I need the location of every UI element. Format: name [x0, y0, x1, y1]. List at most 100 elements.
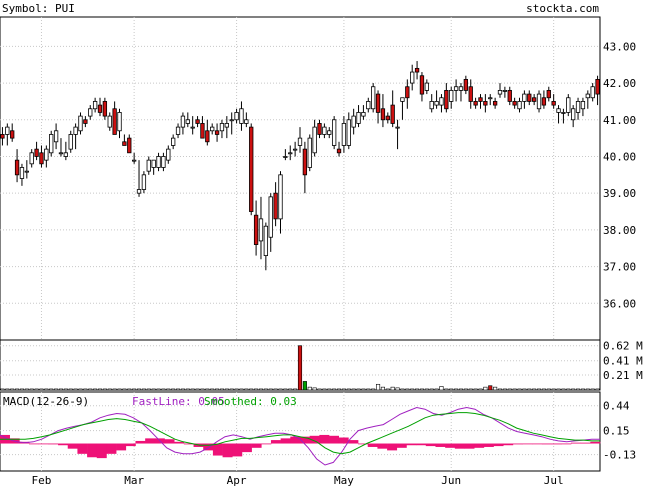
x-tick-label: Mar	[124, 474, 144, 486]
volume-bar	[171, 388, 176, 391]
price-y-ticks: 43.00 42.00 41.00 40.00 39.00 38.00 37.00 36.00	[603, 40, 636, 310]
volume-bar	[380, 386, 385, 391]
candle-body	[410, 71, 415, 84]
candle-body	[5, 126, 10, 135]
macd-histogram-bar	[212, 443, 223, 456]
candle-body	[253, 214, 259, 245]
macd-histogram-bar	[183, 443, 194, 445]
volume-bar	[122, 388, 127, 391]
volume-bar	[293, 388, 298, 391]
volume-bar	[375, 383, 381, 391]
candle-body	[322, 126, 327, 135]
macd-histogram-bar	[435, 443, 446, 447]
volume-bar	[410, 388, 415, 391]
macd-histogram-bar	[483, 443, 494, 447]
candle-body	[53, 130, 59, 143]
symbol-label: Symbol: PUI	[2, 2, 75, 15]
volume-bar	[488, 385, 493, 391]
macd-histogram-bar	[338, 437, 349, 444]
candle-body	[595, 78, 600, 95]
macd-histogram-bar	[222, 443, 233, 458]
candle-body	[400, 97, 405, 102]
macd-histogram-bar	[116, 443, 127, 451]
volume-bar	[39, 388, 44, 391]
candle-body	[419, 75, 425, 95]
volume-bar	[551, 388, 556, 391]
volume-bar	[346, 388, 351, 391]
candle-body	[195, 119, 200, 124]
volume-bar	[405, 388, 410, 391]
macd-histogram-bar	[290, 436, 301, 444]
candle-body	[522, 93, 527, 102]
candle-body	[107, 115, 112, 128]
macd-title: MACD(12-26-9)	[3, 395, 89, 408]
candle-body	[453, 86, 459, 91]
volume-bar	[536, 388, 542, 391]
macd-histogram-bar	[474, 443, 485, 448]
volume-bar	[429, 388, 434, 391]
volume-bar	[595, 388, 600, 391]
macd-histogram-bar	[396, 443, 407, 448]
candle-body	[566, 97, 571, 113]
macd-histogram-bar	[48, 443, 59, 445]
candle-body	[224, 123, 229, 128]
macd-histogram-bar	[232, 443, 243, 457]
candle-body	[136, 189, 142, 194]
candle-body	[546, 90, 551, 99]
candle-body	[483, 101, 488, 106]
candle-body	[473, 101, 478, 106]
volume-bar	[327, 388, 332, 391]
candle-body	[73, 126, 78, 135]
candle-body	[205, 130, 210, 143]
price-tick-label: 38.00	[603, 224, 636, 237]
volume-bar	[141, 388, 146, 391]
volume-bar	[136, 388, 142, 391]
volume-bar	[219, 388, 225, 391]
candle-body	[141, 174, 147, 190]
site-label: stockta.com	[526, 2, 599, 15]
macd-histogram-bar	[551, 443, 562, 445]
macd-grid	[0, 392, 600, 471]
macd-histogram-bar	[38, 443, 49, 445]
candle-body	[151, 159, 156, 168]
x-tick-label: May	[334, 474, 354, 486]
macd-y-ticks: 0.44 0.15 -0.13	[603, 400, 636, 462]
x-tick-label: Jul	[544, 474, 564, 486]
candle-body	[156, 156, 161, 168]
macd-histogram-bar	[106, 443, 117, 454]
candle-body	[497, 90, 503, 95]
candle-body	[127, 137, 132, 154]
volume-bar	[288, 388, 293, 391]
macd-fastline-line	[0, 406, 600, 466]
price-panel-frame	[0, 16, 601, 341]
price-tick-label: 42.00	[603, 77, 636, 90]
volume-bar	[517, 388, 522, 391]
candle-body	[346, 119, 351, 146]
macd-histogram-bar	[96, 443, 107, 459]
volume-bar	[336, 388, 342, 391]
candle-body	[122, 141, 127, 146]
price-tick-label: 41.00	[603, 114, 636, 127]
volume-bar	[258, 388, 264, 391]
volume-bar	[527, 388, 532, 391]
macd-histogram-bar	[203, 443, 214, 451]
volume-y-ticks: 0.62 M 0.41 M0.21 M	[603, 340, 643, 382]
volume-bar	[166, 388, 171, 391]
volume-bar	[151, 388, 156, 391]
macd-histogram-bar	[512, 443, 523, 445]
macd-histogram-bar	[580, 442, 591, 444]
volume-bar	[317, 388, 322, 391]
volume-bar	[351, 388, 356, 391]
macd-histogram-bar	[522, 443, 533, 445]
x-tick-label: Feb	[32, 474, 52, 486]
macd-tick-label: -0.13	[603, 449, 636, 462]
volume-bar	[29, 388, 34, 391]
macd-histogram-bar	[454, 443, 465, 449]
macd-histogram-bar	[125, 443, 136, 447]
volume-bar	[215, 388, 220, 391]
price-tick-label: 36.00	[603, 297, 636, 310]
volume-bar	[180, 388, 185, 391]
x-tick-label: Jun	[441, 474, 461, 486]
volume-bar	[478, 388, 483, 391]
volume-bar	[507, 388, 512, 391]
